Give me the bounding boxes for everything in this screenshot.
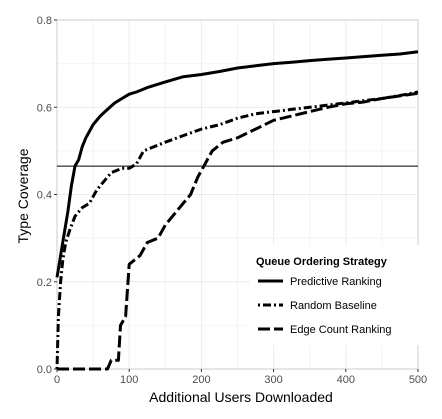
legend-label: Edge Count Ranking xyxy=(290,324,392,336)
legend-items: Predictive Ranking Random Baseline Edge Co… xyxy=(258,276,392,336)
y-tick-label: 0.2 xyxy=(37,277,52,289)
y-tick-label: 0.6 xyxy=(37,102,52,114)
y-axis-title: Type Coverage xyxy=(15,148,31,243)
legend: Queue Ordering Strategy Predictive Ranki… xyxy=(250,245,420,345)
x-tick-label: 300 xyxy=(264,374,282,386)
x-tick-label: 500 xyxy=(409,374,427,386)
y-axis: 0.0 0.2 0.4 0.6 0.8 xyxy=(37,15,57,376)
y-tick-label: 0.4 xyxy=(37,190,52,202)
x-axis-title: Additional Users Downloaded xyxy=(149,389,333,405)
series-layer xyxy=(55,50,419,371)
series-line-random-baseline xyxy=(55,90,419,370)
series-line-edge-count-ranking xyxy=(57,91,419,371)
x-tick-label: 400 xyxy=(337,374,355,386)
series-line-predictive-ranking xyxy=(55,50,419,278)
x-tick-label: 200 xyxy=(192,374,210,386)
x-tick-label: 0 xyxy=(54,374,60,386)
x-axis: 0 100 200 300 400 500 xyxy=(54,369,427,386)
legend-title: Queue Ordering Strategy xyxy=(256,256,388,268)
y-tick-label: 0.8 xyxy=(37,15,52,27)
legend-label: Random Baseline xyxy=(290,300,377,312)
legend-label: Predictive Ranking xyxy=(290,276,382,288)
y-tick-label: 0.0 xyxy=(37,364,52,376)
x-tick-label: 100 xyxy=(120,374,138,386)
